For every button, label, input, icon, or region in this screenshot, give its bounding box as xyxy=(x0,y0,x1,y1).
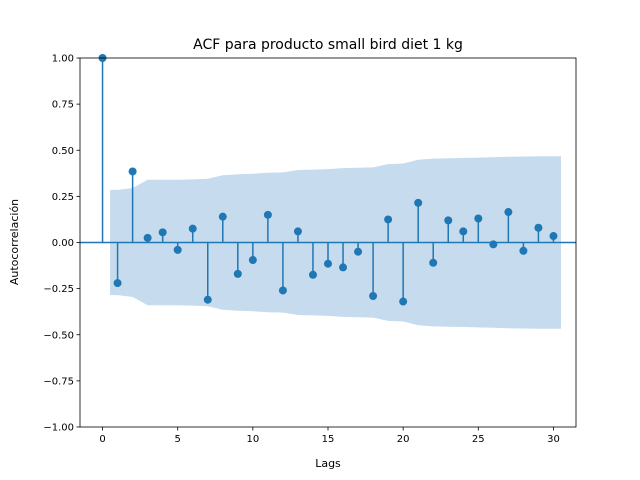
y-tick-label: 0.25 xyxy=(52,192,74,203)
chart-title: ACF para producto small bird diet 1 kg xyxy=(193,37,463,53)
acf-point xyxy=(143,233,152,242)
acf-point xyxy=(158,228,167,237)
acf-point xyxy=(128,167,137,176)
y-tick-label: 0.50 xyxy=(52,146,74,157)
acf-point xyxy=(474,214,483,223)
acf-point xyxy=(308,270,317,279)
acf-point xyxy=(399,297,408,306)
acf-point xyxy=(459,227,468,236)
y-tick-label: 1.00 xyxy=(52,54,74,65)
acf-point xyxy=(534,223,543,232)
acf-point xyxy=(263,210,272,219)
x-tick-label: 10 xyxy=(246,434,259,445)
acf-point xyxy=(444,216,453,225)
stem-layer xyxy=(98,54,558,306)
acf-point xyxy=(173,245,182,254)
x-tick-label: 30 xyxy=(547,434,560,445)
acf-point xyxy=(339,263,348,272)
acf-point xyxy=(489,240,498,249)
x-tick-label: 5 xyxy=(175,434,181,445)
x-axis-label: Lags xyxy=(315,457,341,470)
acf-point xyxy=(113,279,122,288)
x-tick-label: 0 xyxy=(99,434,105,445)
acf-point xyxy=(278,286,287,295)
acf-point xyxy=(414,198,423,207)
x-tick-label: 15 xyxy=(322,434,335,445)
y-tick-label: −0.25 xyxy=(43,284,74,295)
acf-point xyxy=(549,232,558,241)
y-tick-label: 0.75 xyxy=(52,100,74,111)
acf-point xyxy=(248,256,257,265)
acf-point xyxy=(293,227,302,236)
acf-point xyxy=(504,208,513,217)
y-axis-label: Autocorrelación xyxy=(8,199,21,285)
y-tick-label: 0.00 xyxy=(52,238,74,249)
acf-point xyxy=(188,224,197,233)
acf-point xyxy=(429,258,438,267)
x-tick-label: 25 xyxy=(472,434,485,445)
acf-point xyxy=(354,247,363,256)
y-axis-ticks: −1.00 −0.75 −0.50 −0.25 0.00 0.25 0.50 0.75 1.00 xyxy=(43,54,80,434)
y-tick-label: −1.00 xyxy=(43,423,74,434)
acf-point xyxy=(384,215,393,224)
acf-point xyxy=(519,246,528,255)
acf-point xyxy=(233,269,242,278)
acf-point xyxy=(324,259,332,268)
x-axis-ticks: 0 5 10 15 20 25 30 xyxy=(99,427,560,445)
acf-point xyxy=(218,212,227,221)
acf-point xyxy=(369,292,378,301)
x-tick-label: 20 xyxy=(397,434,410,445)
y-tick-label: −0.75 xyxy=(43,376,74,387)
acf-point xyxy=(203,295,212,304)
y-tick-label: −0.50 xyxy=(43,330,74,341)
